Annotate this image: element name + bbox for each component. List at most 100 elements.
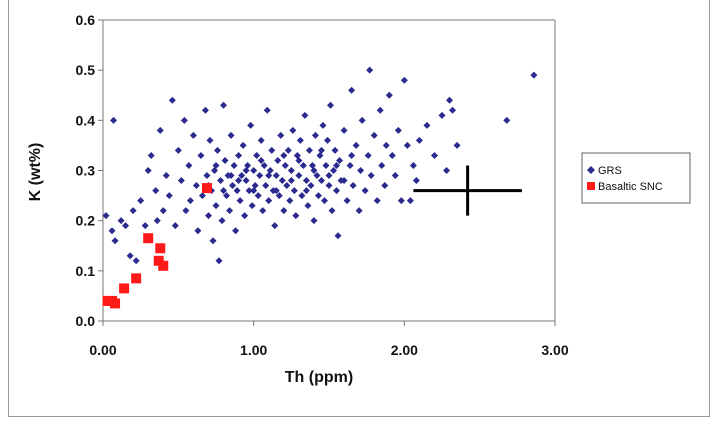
grs-point <box>230 161 238 169</box>
grs-point <box>381 182 389 190</box>
grs-point <box>162 172 170 180</box>
grs-point <box>367 172 375 180</box>
grs-point <box>348 151 356 159</box>
grs-point <box>453 141 461 149</box>
y-tick-label: 0.2 <box>76 213 96 229</box>
grs-point <box>229 182 237 190</box>
grs-point <box>430 151 438 159</box>
grs-point <box>394 126 402 134</box>
grs-point <box>336 156 344 164</box>
grs-point <box>340 177 348 185</box>
grs-point <box>153 217 161 225</box>
grs-point <box>313 172 321 180</box>
x-axis-ticks: 0.00 1.00 2.00 3.00 <box>89 321 569 358</box>
grs-point <box>147 151 155 159</box>
grs-point <box>298 192 306 200</box>
grs-point <box>355 207 363 215</box>
grs-point <box>159 207 167 215</box>
grs-point <box>503 116 511 124</box>
y-tick-label: 0.1 <box>76 263 96 279</box>
grs-point <box>530 71 538 79</box>
grs-point <box>227 131 235 139</box>
snc-point <box>201 183 212 194</box>
grs-point <box>209 237 217 245</box>
error-bar <box>413 165 522 216</box>
grs-point <box>238 172 246 180</box>
grs-point <box>250 187 258 195</box>
snc-point <box>155 243 166 254</box>
grs-point <box>194 227 202 235</box>
grs-point <box>265 197 273 205</box>
grs-point <box>214 146 222 154</box>
grs-point <box>185 161 193 169</box>
grs-point <box>277 131 285 139</box>
grs-point <box>236 197 244 205</box>
grs-point <box>320 197 328 205</box>
grs-point <box>235 151 243 159</box>
x-tick-label: 3.00 <box>541 342 568 358</box>
grs-point <box>319 121 327 129</box>
grs-point <box>325 182 333 190</box>
x-axis-title: Th (ppm) <box>285 369 353 386</box>
grs-point <box>220 101 228 109</box>
grs-point <box>122 222 130 230</box>
grs-point <box>215 257 223 265</box>
grs-point <box>378 161 386 169</box>
grs-point <box>192 182 200 190</box>
legend-grs-label: GRS <box>598 165 622 177</box>
grs-point <box>323 136 331 144</box>
grs-point <box>221 156 229 164</box>
grs-point <box>385 91 393 99</box>
grs-point <box>165 192 173 200</box>
grs-point <box>352 141 360 149</box>
grs-point <box>299 161 307 169</box>
grs-point <box>331 146 339 154</box>
grs-point <box>302 177 310 185</box>
grs-point <box>263 106 271 114</box>
grs-point <box>212 161 220 169</box>
grs-point <box>412 177 420 185</box>
grs-point <box>438 111 446 119</box>
grs-point <box>301 111 309 119</box>
grs-point <box>220 187 228 195</box>
grs-point <box>346 161 354 169</box>
grs-point <box>317 177 325 185</box>
grs-point <box>242 177 250 185</box>
grs-point <box>182 207 190 215</box>
grs-point <box>304 202 312 210</box>
grs-point <box>266 167 274 174</box>
grs-point <box>156 126 164 134</box>
grs-point <box>206 136 214 144</box>
grs-point <box>254 192 262 200</box>
grs-point <box>233 187 241 195</box>
grs-point <box>265 172 273 180</box>
grs-point <box>316 151 324 159</box>
grs-point <box>245 187 253 195</box>
grs-point <box>262 182 270 190</box>
grs-point <box>295 172 303 180</box>
grs-point <box>242 167 250 174</box>
grs-point <box>102 212 110 220</box>
grs-point <box>311 131 319 139</box>
grs-point <box>204 212 212 220</box>
grs-point <box>197 151 205 159</box>
grs-point <box>180 116 188 124</box>
grs-point <box>189 131 197 139</box>
grs-point <box>397 197 405 205</box>
x-tick-label: 2.00 <box>391 342 418 358</box>
grs-point <box>257 156 265 164</box>
grs-point <box>250 167 258 174</box>
grs-point <box>406 197 414 205</box>
grs-point <box>186 197 194 205</box>
grs-point <box>281 161 289 169</box>
grs-point <box>325 172 333 180</box>
grs-point <box>287 167 295 174</box>
grs-point <box>423 121 431 129</box>
legend-grs-marker <box>587 166 595 174</box>
grs-point <box>132 257 140 265</box>
grs-point <box>223 192 231 200</box>
grs-point <box>257 136 265 144</box>
grs-point <box>210 167 218 174</box>
grs-point <box>274 156 282 164</box>
